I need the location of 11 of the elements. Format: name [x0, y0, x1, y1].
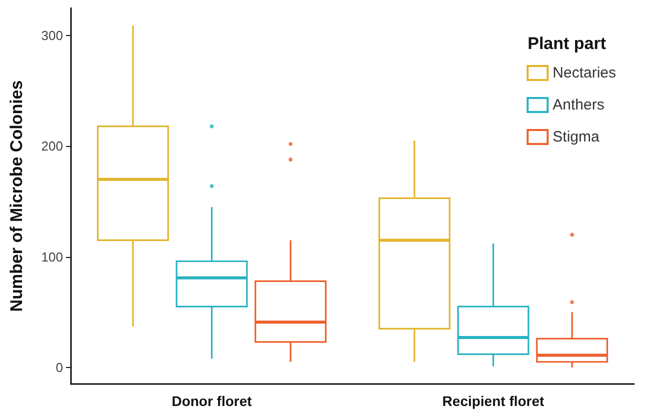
y-tick-label: 100 [41, 249, 63, 264]
legend-title: Plant part [528, 34, 606, 53]
y-tick-label: 300 [41, 28, 63, 44]
x-tick-label: Donor floret [172, 393, 252, 409]
legend-label: Anthers [552, 96, 604, 114]
x-tick-label: Recipient floret [442, 393, 545, 409]
legend-label: Nectaries [552, 64, 616, 82]
y-axis-title: Number of Microbe Colonies [7, 80, 26, 312]
y-tick-label: 0 [56, 360, 63, 375]
y-tick-label: 200 [41, 138, 63, 154]
legend-label: Stigma [552, 128, 600, 146]
